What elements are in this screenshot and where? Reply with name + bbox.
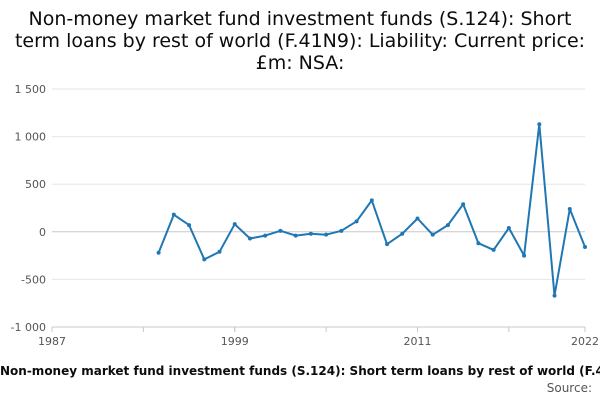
data-point[interactable]: [293, 233, 298, 238]
y-tick-label: -500: [21, 273, 46, 286]
x-tick-label: 1999: [221, 335, 249, 348]
data-point[interactable]: [187, 223, 192, 228]
gridlines: [52, 88, 585, 328]
legend-label: Non-money market fund investment funds (…: [0, 364, 600, 378]
data-point[interactable]: [537, 122, 542, 127]
data-point[interactable]: [400, 231, 405, 236]
data-point[interactable]: [217, 249, 222, 254]
data-point[interactable]: [415, 216, 420, 221]
data-point[interactable]: [324, 232, 329, 237]
data-point[interactable]: [476, 241, 481, 246]
series-line: [157, 123, 586, 297]
data-point[interactable]: [263, 233, 268, 238]
data-point[interactable]: [202, 257, 207, 262]
data-point[interactable]: [247, 236, 252, 241]
data-point[interactable]: [156, 250, 161, 255]
data-point[interactable]: [491, 247, 496, 252]
data-point[interactable]: [522, 253, 527, 258]
y-tick-label: 500: [25, 178, 46, 191]
y-tick-labels: 1 500 1 000 500 0 -500 -1 000: [11, 83, 46, 334]
data-point[interactable]: [171, 212, 176, 217]
y-tick-label: -1 000: [11, 321, 46, 334]
data-point[interactable]: [308, 231, 313, 236]
x-tick-label: 1987: [38, 335, 66, 348]
axes: [51, 326, 586, 332]
y-tick-label: 1 000: [15, 131, 47, 144]
data-point[interactable]: [567, 206, 572, 211]
data-point[interactable]: [583, 245, 587, 250]
x-tick-label: 2011: [403, 335, 431, 348]
data-point[interactable]: [445, 223, 450, 228]
data-point[interactable]: [278, 228, 283, 233]
chart-title: Non-money market fund investment funds (…: [14, 8, 586, 74]
data-point[interactable]: [461, 202, 466, 207]
series-group: [156, 122, 587, 298]
data-point[interactable]: [354, 219, 359, 224]
data-point[interactable]: [232, 222, 237, 227]
data-point[interactable]: [552, 293, 557, 298]
y-tick-label: 1 500: [15, 83, 47, 96]
x-tick-label: 2022: [571, 335, 599, 348]
data-point[interactable]: [506, 225, 511, 230]
x-tick-labels: 1987 1999 2011 2022: [38, 335, 599, 348]
data-point[interactable]: [339, 228, 344, 233]
data-point[interactable]: [385, 242, 390, 247]
source-label: Source:: [546, 381, 592, 395]
data-point[interactable]: [369, 198, 374, 203]
y-tick-label: 0: [39, 226, 46, 239]
data-point[interactable]: [430, 232, 435, 237]
